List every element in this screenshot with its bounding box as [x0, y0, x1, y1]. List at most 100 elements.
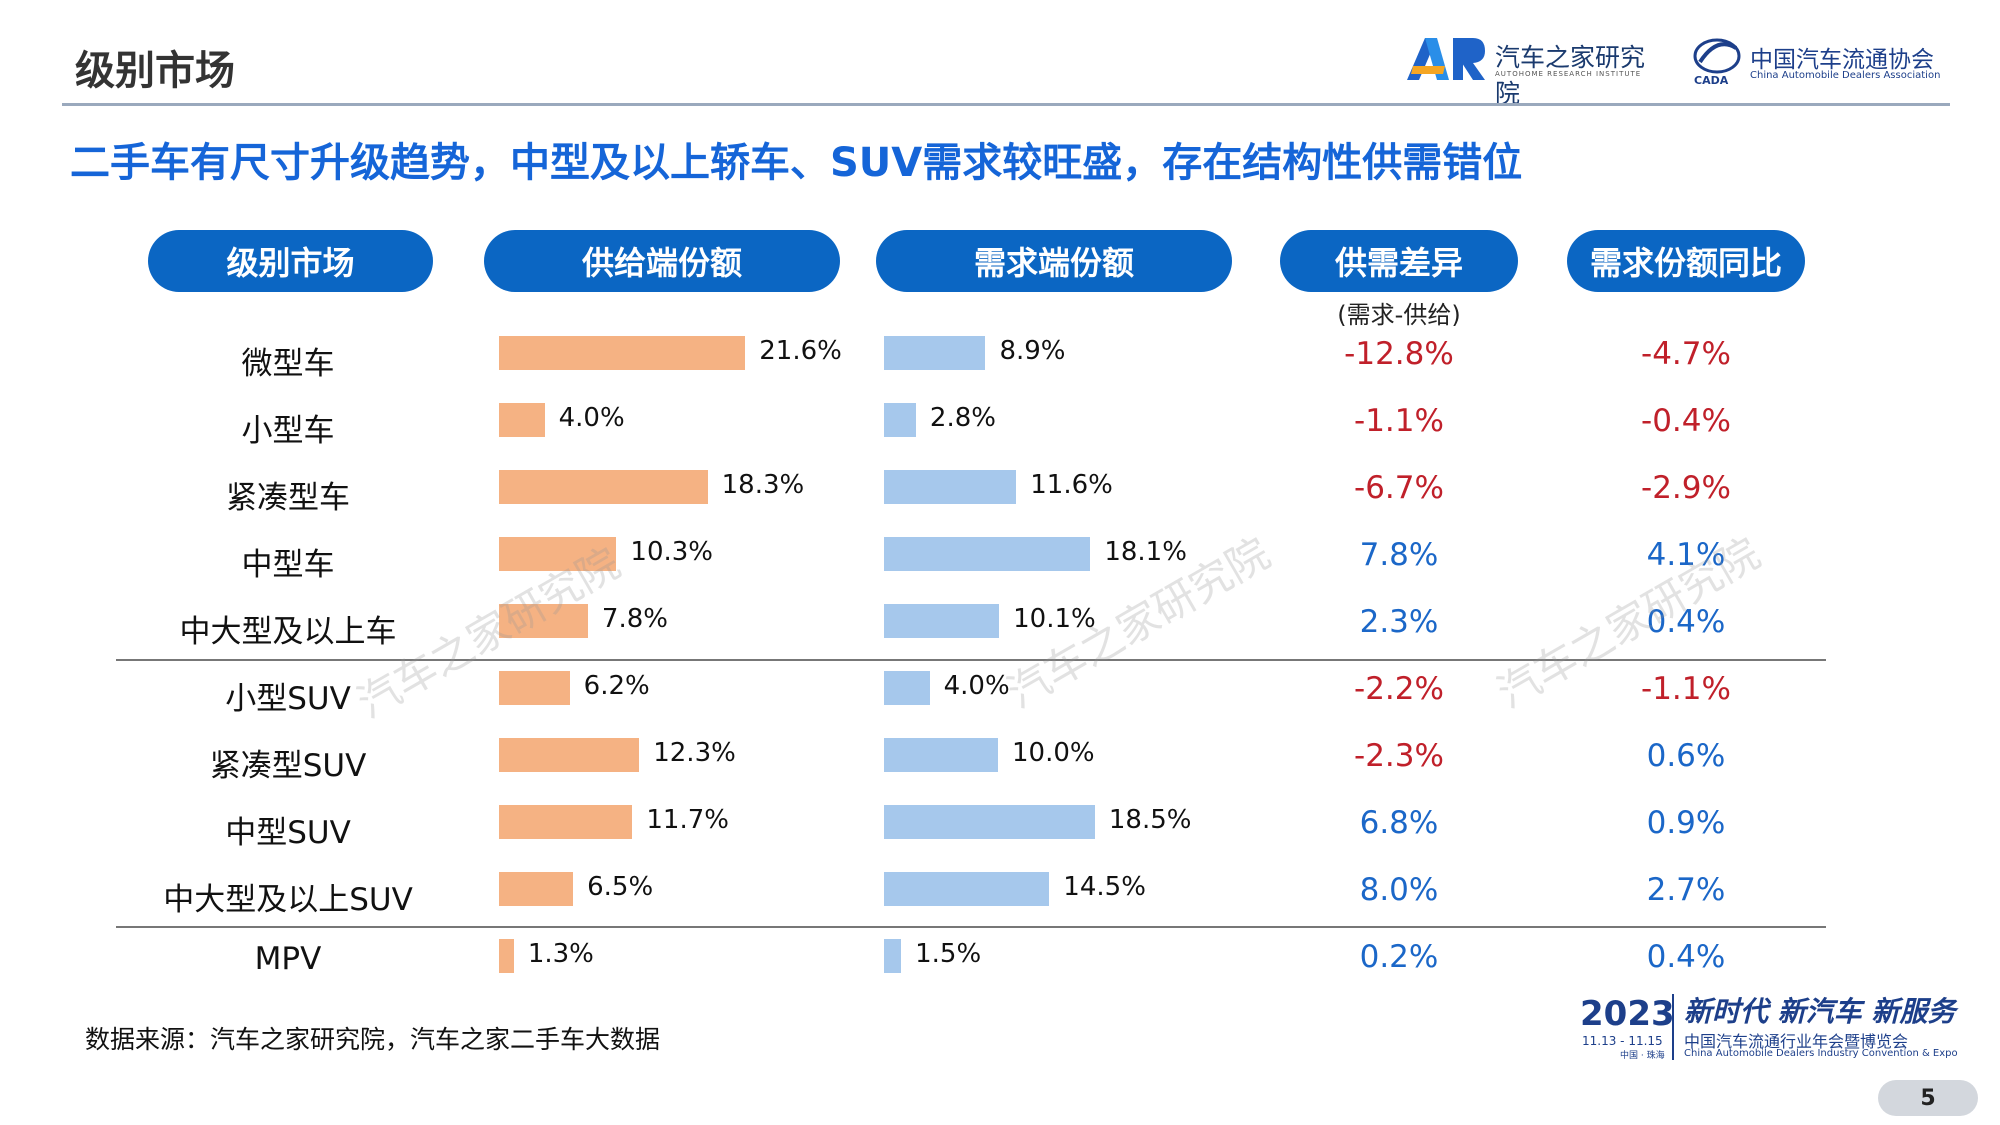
- gap-value: -1.1%: [1354, 403, 1444, 439]
- demand-yoy-value: -0.4%: [1641, 403, 1731, 439]
- expo-place: 中国 · 珠海: [1620, 1051, 1665, 1061]
- cada-logo-icon: CADA: [1693, 38, 1741, 87]
- demand-bar: [884, 537, 1091, 571]
- demand-bar: [884, 403, 916, 437]
- autohome-research-logo: 汽车之家研究院 AUTOHOME RESEARCH INSTITUTE: [1405, 30, 1655, 108]
- supply-value-label: 10.3%: [630, 537, 714, 567]
- demand-value-label: 8.9%: [999, 336, 1066, 366]
- expo-name: 中国汽车流通行业年会暨博览会: [1684, 1032, 1909, 1051]
- supply-value-label: 4.0%: [558, 403, 625, 433]
- title-divider: [62, 103, 1950, 106]
- demand-yoy-value: 4.1%: [1646, 537, 1726, 573]
- gap-value: -6.7%: [1354, 470, 1444, 506]
- demand-bar: [884, 738, 998, 772]
- sedan-suv-divider: [116, 659, 1826, 661]
- gap-value: 0.2%: [1359, 939, 1439, 975]
- slide-subtitle: 二手车有尺寸升级趋势，中型及以上轿车、SUV需求较旺盛，存在结构性供需错位: [70, 140, 1523, 186]
- ar-logo-text: 汽车之家研究院: [1495, 43, 1646, 108]
- header-pill-supply: 供给端份额: [484, 230, 840, 292]
- expo-slogan: 新时代 新汽车 新服务: [1684, 995, 1956, 1028]
- demand-yoy-value: -4.7%: [1641, 336, 1731, 372]
- row-label: 紧凑型车: [226, 480, 350, 516]
- supply-value-label: 7.8%: [601, 604, 668, 634]
- demand-value-label: 14.5%: [1063, 872, 1146, 902]
- supply-value-label: 1.3%: [527, 939, 594, 969]
- supply-bar: [499, 336, 746, 370]
- demand-value-label: 11.6%: [1030, 470, 1113, 500]
- row-label: 中大型及以上车: [179, 614, 397, 650]
- demand-value-label: 18.1%: [1104, 537, 1187, 567]
- header-pill-demand: 需求端份额: [876, 230, 1232, 292]
- gap-value: -2.3%: [1354, 738, 1444, 774]
- supply-value-label: 18.3%: [721, 470, 805, 500]
- gap-value: -2.2%: [1354, 671, 1444, 707]
- row-label: 小型车: [241, 413, 335, 449]
- supply-bar: [499, 403, 545, 437]
- row-label: 小型SUV: [225, 681, 351, 717]
- supply-bar: [499, 537, 617, 571]
- demand-bar: [884, 604, 1000, 638]
- demand-bar: [884, 805, 1095, 839]
- demand-yoy-value: 0.4%: [1646, 939, 1726, 975]
- supply-bar: [499, 738, 640, 772]
- row-label: 中大型及以上SUV: [163, 882, 413, 918]
- supply-value-label: 6.5%: [587, 872, 654, 902]
- supply-value-label: 21.6%: [759, 336, 842, 366]
- supply-value-label: 12.3%: [653, 738, 736, 768]
- gap-value: -12.8%: [1344, 336, 1454, 372]
- header-pill-segment: 级别市场: [148, 230, 433, 292]
- header-pill-demand-yoy: 需求份额同比: [1567, 230, 1805, 292]
- ar-logo-subtext: AUTOHOME RESEARCH INSTITUTE: [1495, 70, 1642, 78]
- row-label: 紧凑型SUV: [209, 748, 367, 784]
- demand-yoy-value: -2.9%: [1641, 470, 1731, 506]
- supply-bar: [499, 470, 708, 504]
- gap-value: 8.0%: [1359, 872, 1439, 908]
- expo-name-en: China Automobile Dealers Industry Conven…: [1684, 1048, 1958, 1059]
- demand-yoy-value: 0.6%: [1646, 738, 1726, 774]
- expo-dates: 11.13 - 11.15: [1582, 1034, 1663, 1048]
- svg-text:CADA: CADA: [1694, 74, 1729, 87]
- row-label: 微型车: [241, 346, 335, 382]
- row-label: MPV: [254, 941, 322, 977]
- expo-divider: [1672, 994, 1674, 1060]
- supply-value-label: 6.2%: [583, 671, 650, 701]
- demand-yoy-value: 2.7%: [1646, 872, 1726, 908]
- data-source-note: 数据来源：汽车之家研究院，汽车之家二手车大数据: [85, 1025, 661, 1054]
- supply-bar: [499, 805, 633, 839]
- row-label: 中型车: [241, 547, 335, 583]
- gap-value: 7.8%: [1359, 537, 1439, 573]
- demand-bar: [884, 470, 1017, 504]
- demand-bar: [884, 336, 986, 370]
- row-label: 中型SUV: [225, 815, 351, 851]
- cada-logo-en: China Automobile Dealers Association: [1750, 70, 1941, 81]
- demand-bar: [884, 872, 1050, 906]
- gap-value: 6.8%: [1359, 805, 1439, 841]
- header-pill-gap: 供需差异: [1280, 230, 1518, 292]
- gap-value: 2.3%: [1359, 604, 1439, 640]
- ar-logo-icon: [1407, 38, 1485, 80]
- supply-bar: [499, 671, 570, 705]
- supply-bar: [499, 939, 514, 973]
- demand-value-label: 10.1%: [1013, 604, 1096, 634]
- expo-logo: 2023 11.13 - 11.15 中国 · 珠海 新时代 新汽车 新服务 中…: [1580, 990, 1980, 1065]
- demand-value-label: 4.0%: [943, 671, 1010, 701]
- cada-logo-cn: 中国汽车流通协会: [1750, 47, 1934, 73]
- supply-value-label: 11.7%: [646, 805, 729, 835]
- cada-logo: CADA 中国汽车流通协会 China Automobile Dealers A…: [1690, 30, 1950, 92]
- supply-bar: [499, 872, 574, 906]
- supply-bar: [499, 604, 588, 638]
- suv-mpv-divider: [116, 926, 1826, 928]
- demand-value-label: 18.5%: [1108, 805, 1192, 835]
- demand-value-label: 1.5%: [915, 939, 982, 969]
- demand-yoy-value: 0.9%: [1646, 805, 1726, 841]
- demand-yoy-value: -1.1%: [1641, 671, 1731, 707]
- demand-yoy-value: 0.4%: [1646, 604, 1726, 640]
- demand-value-label: 10.0%: [1012, 738, 1095, 768]
- demand-bar: [884, 939, 902, 973]
- demand-bar: [884, 671, 930, 705]
- demand-value-label: 2.8%: [929, 403, 996, 433]
- expo-year: 2023: [1580, 994, 1675, 1034]
- gap-formula-note: (需求-供给): [1337, 301, 1461, 329]
- page-title: 级别市场: [75, 48, 235, 94]
- page-number: 5: [1878, 1080, 1978, 1116]
